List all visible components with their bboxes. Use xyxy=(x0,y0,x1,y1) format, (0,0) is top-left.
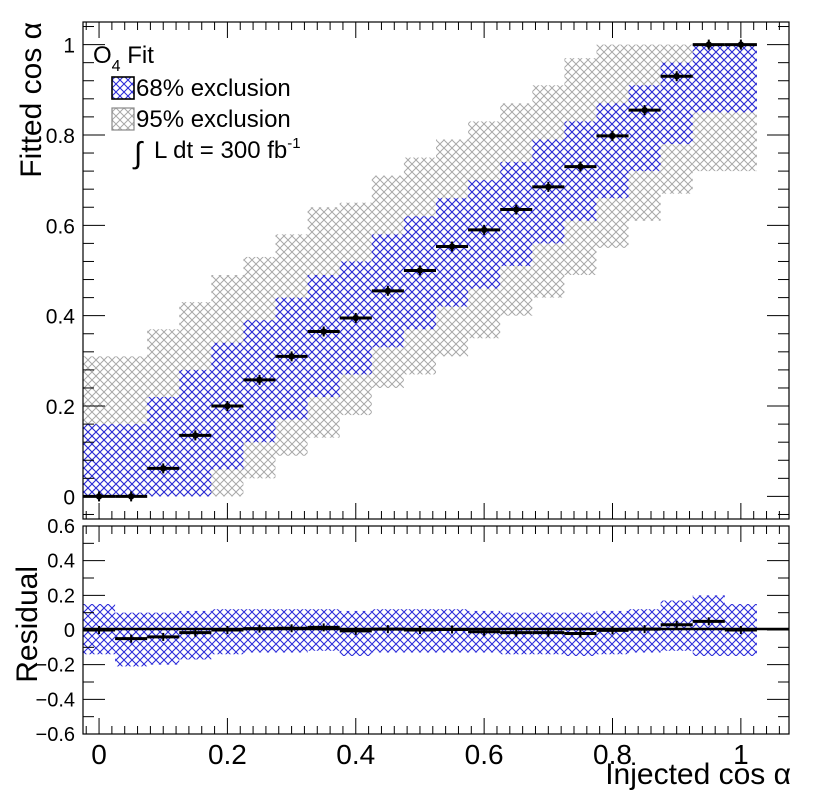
fit-point-marker xyxy=(256,376,263,384)
fit-point-marker xyxy=(288,353,295,360)
residual-y-tick-label: 0 xyxy=(64,620,75,642)
fit-point-marker xyxy=(673,73,680,80)
band-68-segment xyxy=(115,424,148,497)
main-plot-frame xyxy=(82,21,790,520)
fit-point-marker xyxy=(513,206,520,213)
band-68-segment xyxy=(628,85,661,172)
fit-points xyxy=(83,39,757,502)
x-tick-label: 0.4 xyxy=(336,739,375,770)
x-tick-label: 0.2 xyxy=(208,739,247,770)
residual-y-tick-label: −0.2 xyxy=(36,655,75,677)
band-68-segment xyxy=(436,198,469,307)
legend: O4 Fit 68% exclusion 95% exclusion ∫ L d… xyxy=(93,42,301,170)
band-68-segment xyxy=(596,103,629,199)
main-y-ticks: 0 0.2 0.4 0.6 0.8 1 xyxy=(46,26,789,515)
main-y-tick-label: 1 xyxy=(63,35,75,58)
fit-point-marker xyxy=(160,465,167,472)
band-68-segment xyxy=(724,44,757,113)
fit-point-marker xyxy=(127,493,135,500)
legend-lumi-label: L dt = 300 fb-1 xyxy=(154,135,301,164)
legend-68-label: 68% exclusion xyxy=(136,75,291,102)
legend-lumi-integral: ∫ xyxy=(132,137,144,170)
main-y-tick-label: 0.4 xyxy=(46,306,76,329)
x-tick-label: 0.6 xyxy=(465,739,504,770)
main-panel: 0 0.2 0.4 0.6 0.8 1 Fitted cos α O4 Fit 68% e… xyxy=(15,21,790,520)
fit-point-marker xyxy=(416,267,424,274)
fit-point-marker xyxy=(737,41,745,48)
fit-point-marker xyxy=(705,41,712,48)
residual-points xyxy=(83,617,757,643)
main-x-ticks xyxy=(85,22,780,519)
fit-point-marker xyxy=(192,432,199,439)
x-tick-label: 0 xyxy=(91,739,107,770)
band-68-segment xyxy=(147,397,180,497)
main-y-tick-label: 0.6 xyxy=(46,215,75,238)
main-y-tick-label: 0.8 xyxy=(46,125,75,148)
main-y-axis-title: Fitted cos α xyxy=(15,22,48,178)
fit-point-marker xyxy=(641,106,648,114)
fit-point-marker xyxy=(224,402,231,410)
legend-95-label: 95% exclusion xyxy=(136,106,291,133)
residual-y-tick-label: −0.6 xyxy=(36,724,75,746)
main-y-tick-label: 0.2 xyxy=(46,396,75,419)
fit-point-marker xyxy=(609,132,616,140)
fit-point-marker xyxy=(320,328,327,335)
main-y-tick-label: 0 xyxy=(63,486,75,509)
residual-y-tick-label: 0.6 xyxy=(47,516,75,538)
legend-95-swatch xyxy=(111,107,135,131)
residual-x-ticks: 0 0.2 0.4 0.6 0.8 1 xyxy=(85,526,780,770)
legend-fit-label: O4 Fit xyxy=(93,42,154,75)
x-axis-title: Injected cos α xyxy=(605,758,791,791)
residual-y-axis-title: Residual xyxy=(11,566,44,683)
residual-band-segment xyxy=(692,595,725,656)
residual-y-tick-label: 0.4 xyxy=(47,551,75,573)
x-tick-label: 1 xyxy=(733,739,749,770)
residual-y-tick-label: 0.2 xyxy=(47,585,75,607)
residual-y-tick-label: −0.4 xyxy=(36,689,75,711)
residual-panel: −0.6 −0.4 −0.2 0 0.2 0.4 0.6 0 0.2 0.4 0.6 0.8 1 Re… xyxy=(11,516,791,791)
x-tick-label: 0.8 xyxy=(593,739,632,770)
legend-68-swatch xyxy=(111,76,135,100)
band-68-segment xyxy=(692,44,725,113)
fit-point-marker xyxy=(384,287,392,295)
fit-point-marker xyxy=(352,314,359,322)
fit-point-marker xyxy=(545,183,552,191)
residual-y-ticks: −0.6 −0.4 −0.2 0 0.2 0.4 0.6 xyxy=(36,516,789,746)
fit-point-marker xyxy=(448,243,456,250)
fit-point-marker xyxy=(480,226,488,234)
fit-point-marker xyxy=(577,163,584,170)
